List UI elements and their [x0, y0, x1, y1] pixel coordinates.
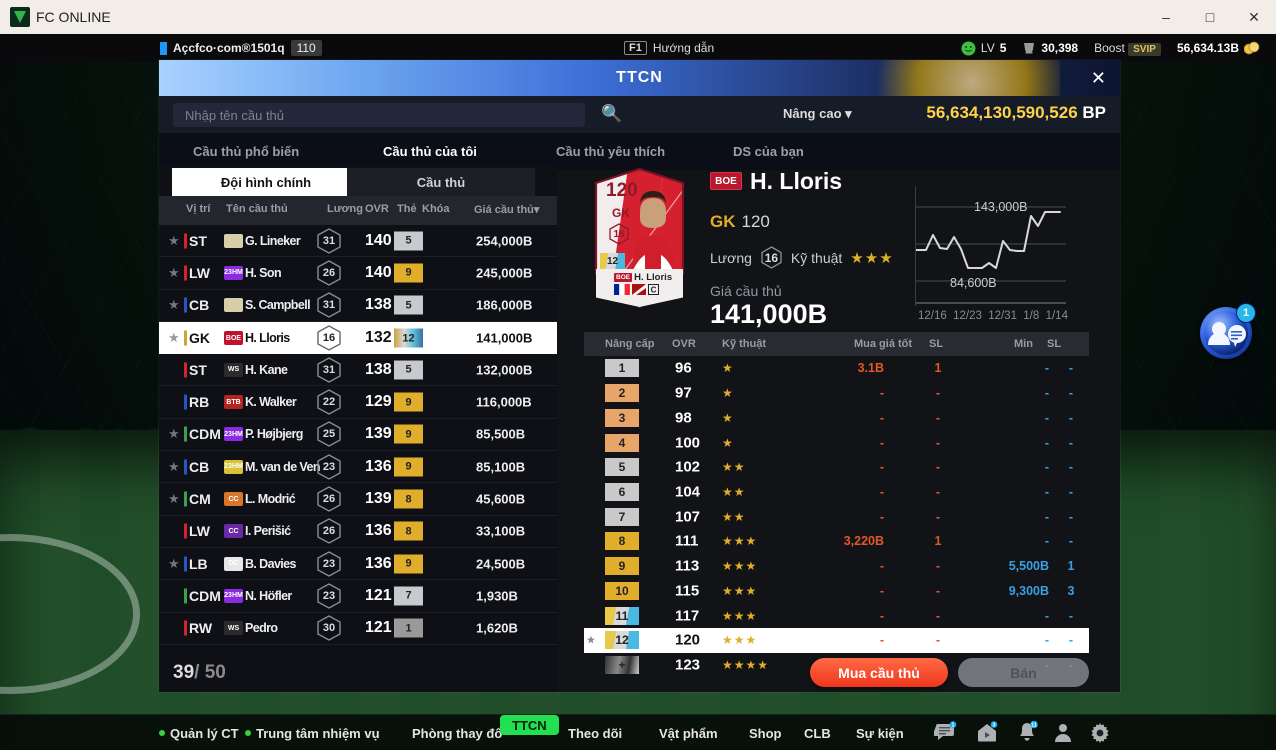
svg-text:11: 11	[1031, 723, 1037, 729]
svg-text:3: 3	[993, 722, 996, 728]
svg-text:1: 1	[952, 722, 955, 728]
svg-text:C: C	[651, 286, 657, 295]
